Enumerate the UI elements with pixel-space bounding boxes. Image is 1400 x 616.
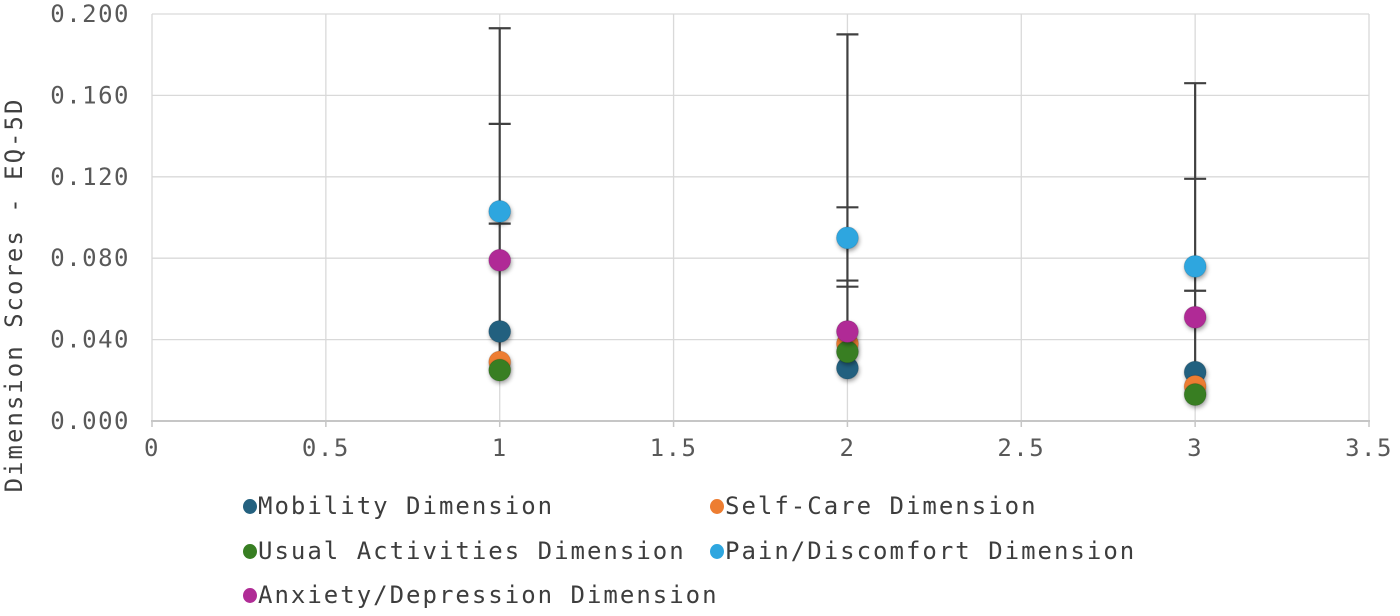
y-tick-label: 0.040	[50, 326, 130, 354]
point-anxiety-depression-dimension-x3	[1183, 305, 1207, 329]
y-tick-label: 0.000	[50, 407, 130, 435]
legend-label: Anxiety/Depression Dimension	[258, 581, 719, 609]
legend-item-usual-activities: Usual Activities Dimension	[243, 537, 686, 565]
x-tick-label: 0.5	[302, 434, 350, 462]
point-pain-discomfort-dimension-x2	[835, 226, 859, 250]
point-anxiety-depression-dimension-x2	[835, 319, 859, 343]
x-tick-label: 3.5	[1345, 434, 1393, 462]
y-tick-label: 0.120	[50, 163, 130, 191]
mobility-legend-marker-icon	[243, 498, 257, 514]
legend-item-anxiety-depression: Anxiety/Depression Dimension	[243, 581, 719, 609]
x-tick-label: 2.5	[997, 434, 1045, 462]
y-axis-title: Dimension Scores - EQ-5D	[0, 98, 28, 493]
y-tick-label: 0.080	[50, 244, 130, 272]
self-care-legend-marker-icon	[710, 498, 724, 514]
x-tick-label: 3	[1187, 434, 1203, 462]
point-mobility-dimension-x1	[488, 319, 512, 343]
legend-label: Usual Activities Dimension	[258, 537, 686, 565]
x-tick-label: 2	[839, 434, 855, 462]
legend-label: Pain/Discomfort Dimension	[725, 537, 1137, 565]
legend-item-pain-discomfort: Pain/Discomfort Dimension	[710, 537, 1136, 565]
legend-label: Self-Care Dimension	[725, 492, 1038, 520]
point-pain-discomfort-dimension-x1	[488, 199, 512, 223]
pain-discomfort-legend-marker-icon	[710, 543, 724, 559]
point-anxiety-depression-dimension-x1	[488, 248, 512, 272]
y-tick-label: 0.200	[50, 0, 130, 28]
legend-item-self-care: Self-Care Dimension	[710, 492, 1038, 520]
x-tick-label: 0	[144, 434, 160, 462]
point-pain-discomfort-dimension-x3	[1183, 254, 1207, 278]
point-usual-activities-dimension-x1	[488, 358, 512, 382]
usual-activities-legend-marker-icon	[243, 543, 257, 559]
legend-item-mobility: Mobility Dimension	[243, 492, 554, 520]
y-tick-label: 0.160	[50, 81, 130, 109]
legend-label: Mobility Dimension	[258, 492, 555, 520]
point-usual-activities-dimension-x2	[835, 340, 859, 364]
x-tick-label: 1	[492, 434, 508, 462]
point-usual-activities-dimension-x3	[1183, 383, 1207, 407]
anxiety-depression-legend-marker-icon	[243, 587, 257, 603]
x-tick-label: 1.5	[650, 434, 698, 462]
